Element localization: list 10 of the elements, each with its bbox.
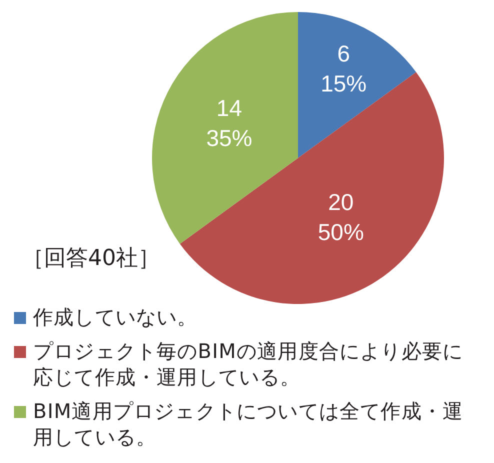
legend-label: プロジェクト毎のBIMの適用度合により必要に応じて作成・運用している。 xyxy=(33,338,464,390)
pie-slice xyxy=(180,72,444,304)
data-label: 20 50% xyxy=(318,189,364,246)
data-label: 6 15% xyxy=(320,40,367,96)
data-label: 14 35% xyxy=(206,95,252,151)
legend-label: BIM適用プロジェクトについては全て作成・運用している。 xyxy=(33,398,464,450)
text: ［回答40社］ xyxy=(22,246,160,271)
pie-slice xyxy=(152,12,298,244)
pie-slice xyxy=(298,12,416,158)
legend-label: 作成していない。 xyxy=(33,304,199,330)
